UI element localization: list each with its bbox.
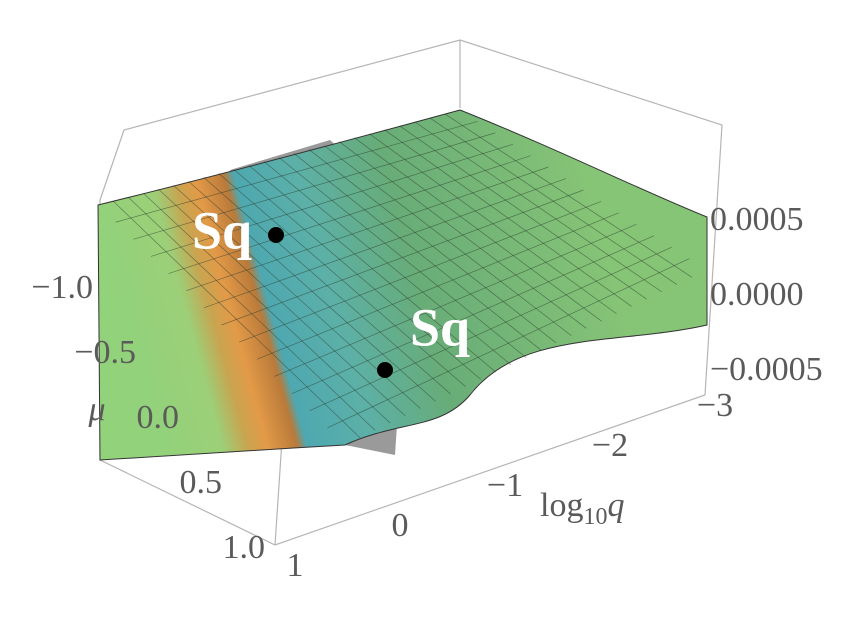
point-marker	[268, 227, 284, 243]
mesh-line	[168, 155, 531, 274]
y-tick-label: −0.5	[74, 334, 136, 371]
x-axis-label-var: q	[607, 487, 624, 524]
y-tick-label: −1.0	[31, 269, 93, 306]
annotation: Sq	[192, 200, 252, 260]
mesh-line	[186, 166, 549, 292]
y-tick-label: 1.0	[223, 529, 266, 566]
x-tick-label: −2	[592, 427, 628, 464]
mesh-line	[327, 258, 690, 429]
mesh-line	[274, 223, 637, 377]
x-tick-label: 0	[392, 507, 409, 544]
x-tick-label: −1	[487, 467, 523, 504]
point-marker	[377, 362, 393, 378]
surface	[97, 109, 708, 461]
x-axis-label: log10q	[540, 487, 624, 530]
z-tick-label: −0.0005	[710, 351, 823, 388]
annotation: Sq	[410, 297, 470, 357]
mesh-line	[133, 132, 496, 240]
mesh-line	[115, 121, 478, 223]
mesh-line	[256, 212, 619, 360]
mesh-line	[239, 201, 602, 343]
mesh-line	[309, 246, 672, 412]
surface-mesh	[112, 113, 693, 438]
y-tick-label: 0.0	[137, 399, 180, 436]
z-tick-label: 0.0000	[710, 276, 804, 313]
y-tick-label: 0.5	[180, 464, 223, 501]
mesh-line	[291, 235, 655, 394]
x-tick-label: −3	[697, 387, 733, 424]
x-axis-label-sub: 10	[583, 504, 607, 530]
z-tick-label: 0.0005	[710, 201, 804, 238]
mesh-line	[203, 178, 566, 309]
mesh-line	[150, 143, 514, 257]
y-axis-label: μ	[87, 391, 105, 428]
x-tick-label: 1	[287, 547, 304, 584]
mesh-line	[221, 189, 584, 326]
x-axis-label-base: log	[540, 487, 583, 524]
